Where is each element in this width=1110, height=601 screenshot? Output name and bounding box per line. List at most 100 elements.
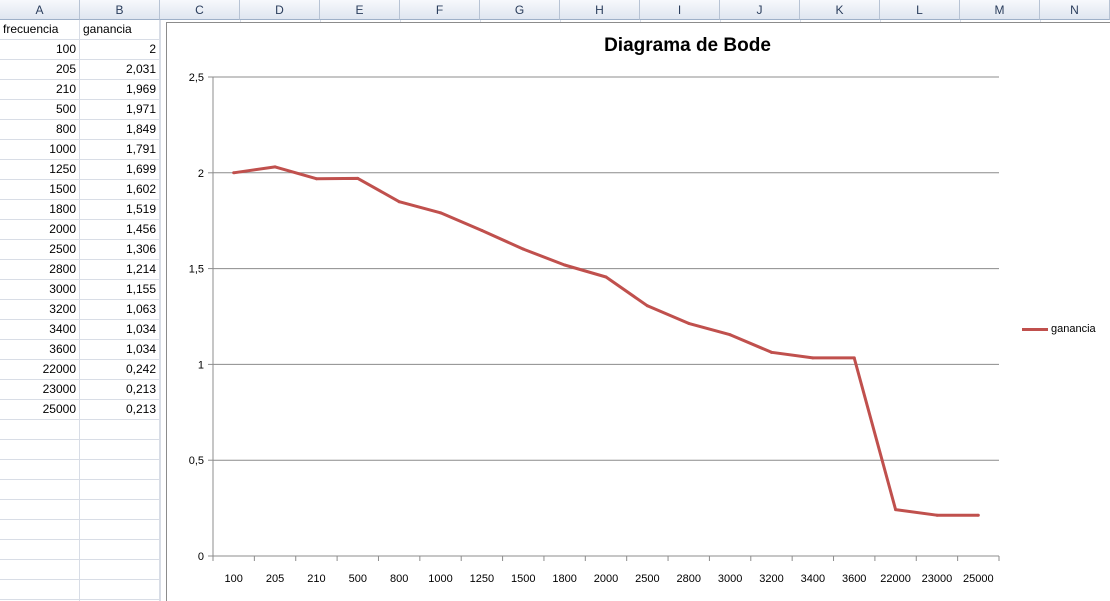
- table-row: [0, 540, 160, 560]
- cell-b[interactable]: [80, 440, 160, 460]
- table-row: 205 2,031: [0, 60, 160, 80]
- data-point: [273, 165, 277, 169]
- cell-b[interactable]: [80, 420, 160, 440]
- cell-b[interactable]: [80, 560, 160, 580]
- cell-b[interactable]: 2: [80, 40, 160, 60]
- cell-b[interactable]: [80, 480, 160, 500]
- cell-b[interactable]: 1,699: [80, 160, 160, 180]
- chart-legend: ganancia: [1022, 323, 1096, 335]
- column-header-i[interactable]: I: [640, 0, 720, 20]
- cell-a[interactable]: 1500: [0, 180, 80, 200]
- cell-a[interactable]: [0, 480, 80, 500]
- table-row: 3400 1,034: [0, 320, 160, 340]
- chart-area[interactable]: Diagrama de Bode 0 0,5 1 1,5 2 2,5 100 205 210 50…: [166, 22, 1110, 601]
- cell-b[interactable]: 1,456: [80, 220, 160, 240]
- cell-a[interactable]: 2000: [0, 220, 80, 240]
- cell-a[interactable]: [0, 560, 80, 580]
- cell-b[interactable]: 1,602: [80, 180, 160, 200]
- cell-a[interactable]: 23000: [0, 380, 80, 400]
- table-row: 1800 1,519: [0, 200, 160, 220]
- cell-b[interactable]: 1,034: [80, 320, 160, 340]
- cell-a[interactable]: 500: [0, 100, 80, 120]
- cell-b[interactable]: 1,063: [80, 300, 160, 320]
- cell-b[interactable]: [80, 520, 160, 540]
- table-row: 1000 1,791: [0, 140, 160, 160]
- cell-b[interactable]: 1,034: [80, 340, 160, 360]
- cell-b[interactable]: 1,969: [80, 80, 160, 100]
- table-row: 2500 1,306: [0, 240, 160, 260]
- x-tick-label: 25000: [963, 573, 994, 585]
- table-row: [0, 460, 160, 480]
- column-header-c[interactable]: C: [160, 0, 240, 20]
- cell-a[interactable]: 3600: [0, 340, 80, 360]
- cell-b[interactable]: [80, 580, 160, 600]
- cell-a[interactable]: 3000: [0, 280, 80, 300]
- table-row: [0, 420, 160, 440]
- column-header-l[interactable]: L: [880, 0, 960, 20]
- cell-a[interactable]: [0, 420, 80, 440]
- cell-a1[interactable]: frecuencia: [0, 20, 80, 40]
- cell-a[interactable]: [0, 460, 80, 480]
- cell-b[interactable]: [80, 460, 160, 480]
- cell-a[interactable]: 22000: [0, 360, 80, 380]
- column-header-h[interactable]: H: [560, 0, 640, 20]
- cell-a[interactable]: 800: [0, 120, 80, 140]
- column-header-m[interactable]: M: [960, 0, 1040, 20]
- column-header-f[interactable]: F: [400, 0, 480, 20]
- cell-b[interactable]: 1,791: [80, 140, 160, 160]
- cell-a[interactable]: [0, 540, 80, 560]
- cell-b[interactable]: 1,849: [80, 120, 160, 140]
- table-row: 3200 1,063: [0, 300, 160, 320]
- data-point: [728, 333, 732, 337]
- cell-b[interactable]: 0,213: [80, 400, 160, 420]
- data-point: [645, 304, 649, 308]
- cell-a[interactable]: 100: [0, 40, 80, 60]
- x-tick-label: 1250: [470, 573, 494, 585]
- cell-a[interactable]: [0, 440, 80, 460]
- column-header-k[interactable]: K: [800, 0, 880, 20]
- cell-a[interactable]: 3400: [0, 320, 80, 340]
- cell-a[interactable]: 3200: [0, 300, 80, 320]
- chart-title: Diagrama de Bode: [604, 35, 771, 56]
- x-tick-label: 1000: [428, 573, 452, 585]
- cell-b1[interactable]: ganancia: [80, 20, 160, 40]
- cell-a[interactable]: 1250: [0, 160, 80, 180]
- column-header-j[interactable]: J: [720, 0, 800, 20]
- cell-a[interactable]: 210: [0, 80, 80, 100]
- x-tick-label: 2000: [594, 573, 618, 585]
- cell-a[interactable]: [0, 580, 80, 600]
- cell-a[interactable]: [0, 520, 80, 540]
- data-point: [687, 321, 691, 325]
- x-tick-label: 100: [225, 573, 243, 585]
- table-row: 1500 1,602: [0, 180, 160, 200]
- data-point: [439, 211, 443, 215]
- column-header-a[interactable]: A: [0, 0, 80, 20]
- data-point: [976, 513, 980, 517]
- cell-b[interactable]: 0,213: [80, 380, 160, 400]
- cell-b[interactable]: 1,971: [80, 100, 160, 120]
- cell-b[interactable]: 1,306: [80, 240, 160, 260]
- column-header-n[interactable]: N: [1040, 0, 1110, 20]
- cell-a[interactable]: 2500: [0, 240, 80, 260]
- cell-a[interactable]: 1800: [0, 200, 80, 220]
- cell-a[interactable]: 205: [0, 60, 80, 80]
- cell-a[interactable]: 25000: [0, 400, 80, 420]
- column-header-d[interactable]: D: [240, 0, 320, 20]
- cell-b[interactable]: [80, 540, 160, 560]
- data-point: [894, 508, 898, 512]
- cell-b[interactable]: 1,155: [80, 280, 160, 300]
- column-header-e[interactable]: E: [320, 0, 400, 20]
- cell-b[interactable]: [80, 500, 160, 520]
- table-row: 2000 1,456: [0, 220, 160, 240]
- column-header-b[interactable]: B: [80, 0, 160, 20]
- cell-a[interactable]: 1000: [0, 140, 80, 160]
- cell-a[interactable]: 2800: [0, 260, 80, 280]
- cell-b[interactable]: 0,242: [80, 360, 160, 380]
- plot-area: 0 0,5 1 1,5 2 2,5 100 205 210 500 800 1000 1250 1500 1…: [189, 72, 1000, 585]
- cell-b[interactable]: 1,214: [80, 260, 160, 280]
- cell-b[interactable]: 2,031: [80, 60, 160, 80]
- cell-b[interactable]: 1,519: [80, 200, 160, 220]
- cell-a[interactable]: [0, 500, 80, 520]
- table-row: 1250 1,699: [0, 160, 160, 180]
- column-header-g[interactable]: G: [480, 0, 560, 20]
